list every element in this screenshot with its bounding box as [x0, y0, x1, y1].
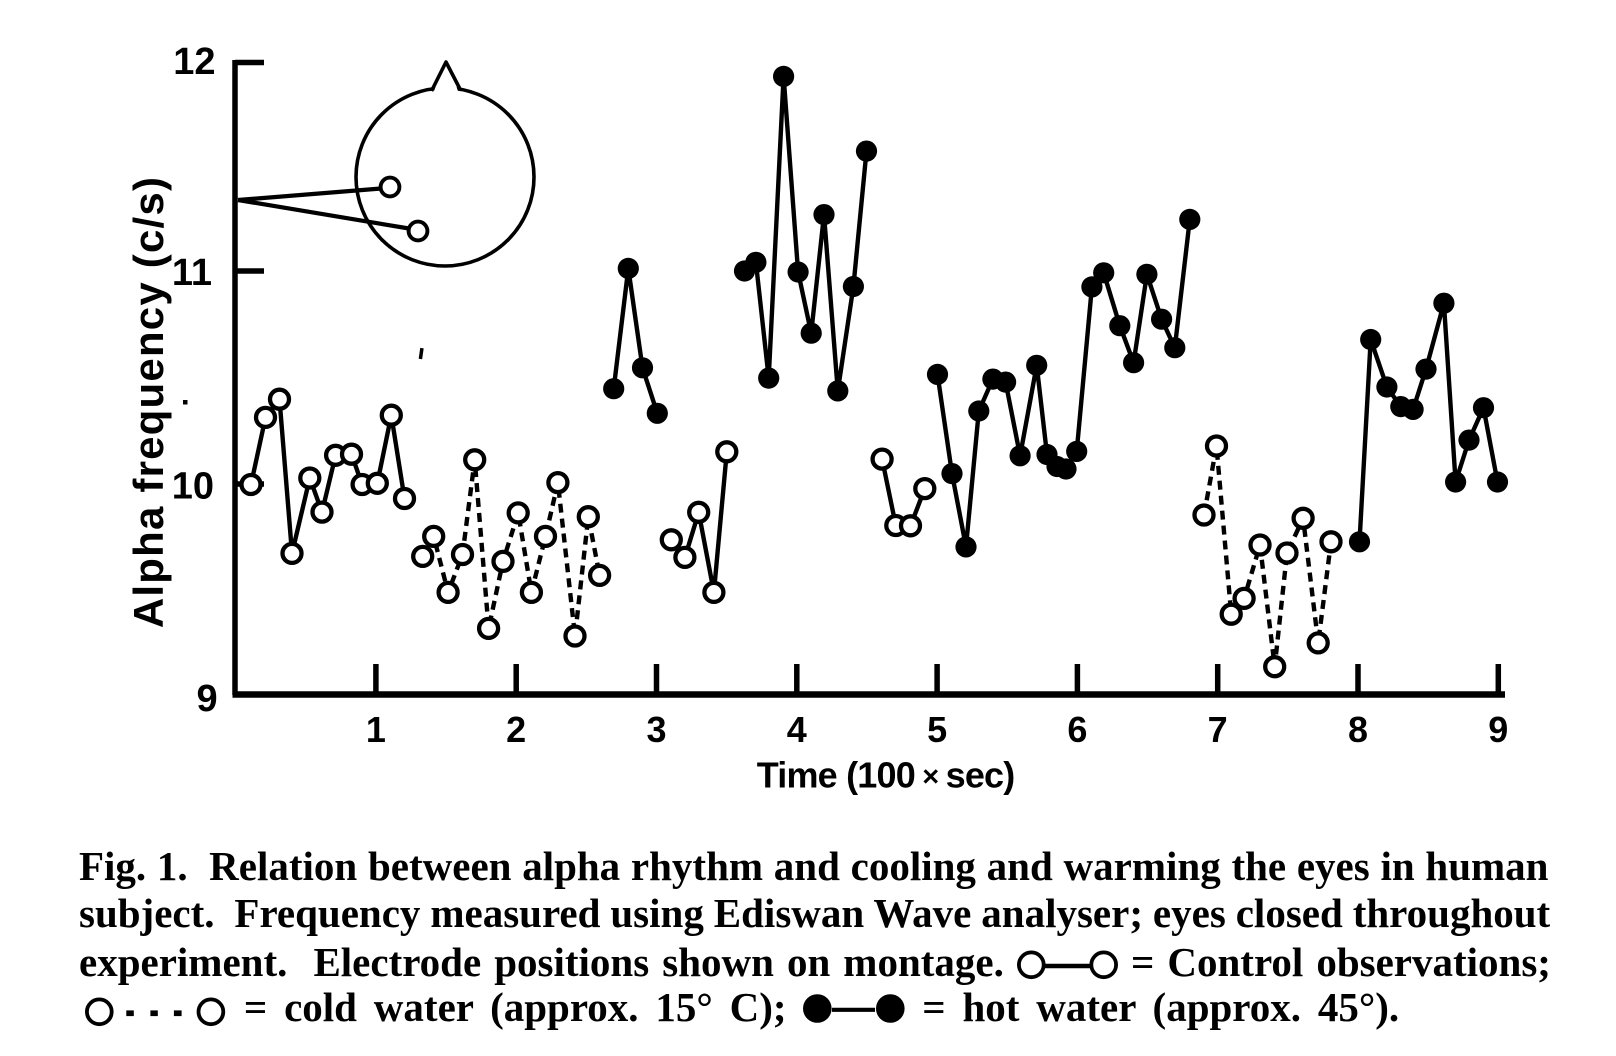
svg-text:7: 7: [1208, 709, 1228, 750]
svg-text:2: 2: [506, 709, 526, 750]
svg-text:9: 9: [196, 678, 217, 720]
svg-text:5: 5: [927, 709, 947, 750]
svg-text:1: 1: [366, 709, 386, 750]
svg-text:4: 4: [787, 709, 807, 750]
svg-text:6: 6: [1067, 709, 1087, 750]
svg-text:8: 8: [1348, 709, 1368, 750]
svg-text:Time (100 × sec): Time (100 × sec): [757, 755, 1015, 796]
svg-text:10: 10: [172, 466, 214, 508]
svg-text:12: 12: [173, 41, 215, 83]
svg-text:3: 3: [646, 709, 666, 750]
svg-text:9: 9: [1488, 709, 1508, 750]
svg-text:Alpha frequency (c/s): Alpha frequency (c/s): [125, 176, 172, 628]
svg-text:11: 11: [172, 252, 212, 294]
